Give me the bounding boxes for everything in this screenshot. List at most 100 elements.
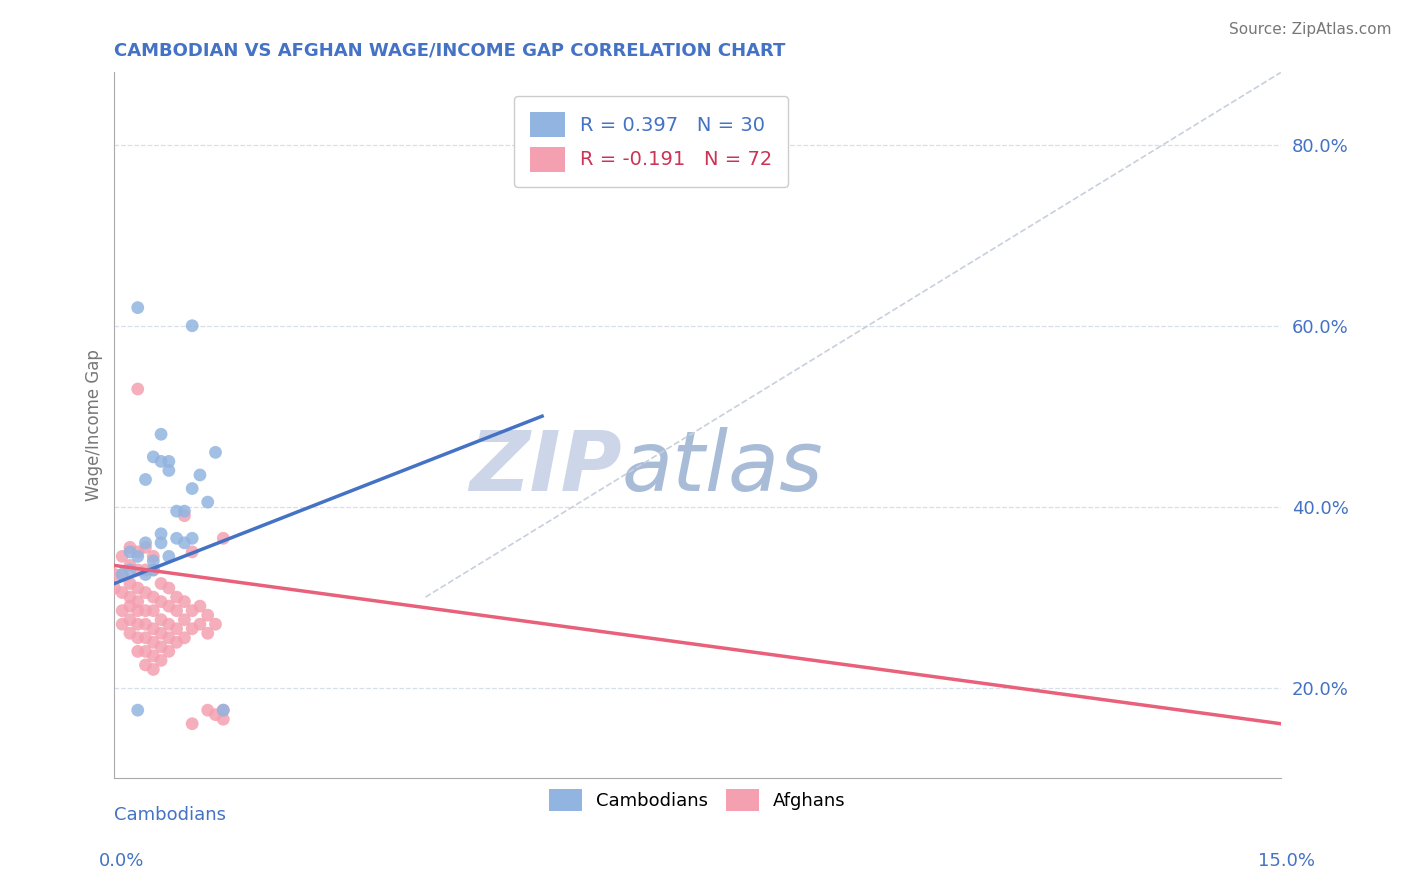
Point [142,648,165,663]
Point [150,594,173,608]
Text: atlas: atlas [621,427,824,508]
Point [181,622,204,636]
Point [204,707,226,722]
Point [166,635,188,649]
Point [111,604,134,618]
Point [142,563,165,577]
Point [173,613,195,627]
Point [150,526,173,541]
Point [111,567,134,582]
Point [212,703,235,717]
Text: Source: ZipAtlas.com: Source: ZipAtlas.com [1229,22,1392,37]
Point [127,301,149,315]
Point [150,613,173,627]
Legend: Cambodians, Afghans: Cambodians, Afghans [543,782,853,818]
Point [142,590,165,604]
Point [188,617,211,632]
Point [118,541,141,555]
Point [204,445,226,459]
Point [173,631,195,645]
Point [181,318,204,333]
Point [103,581,125,595]
Point [127,617,149,632]
Point [118,558,141,573]
Point [150,653,173,667]
Point [212,703,235,717]
Point [173,536,195,550]
Point [157,454,180,468]
Point [127,604,149,618]
Point [127,644,149,658]
Point [134,617,156,632]
Point [134,536,156,550]
Point [111,549,134,564]
Point [142,604,165,618]
Text: ZIP: ZIP [470,427,621,508]
Point [212,712,235,726]
Point [134,644,156,658]
Point [181,604,204,618]
Point [134,604,156,618]
Point [111,617,134,632]
Text: Cambodians: Cambodians [114,806,226,824]
Point [150,427,173,442]
Point [134,541,156,555]
Point [118,626,141,640]
Point [127,549,149,564]
Point [166,622,188,636]
Point [157,644,180,658]
Point [142,635,165,649]
Point [166,504,188,518]
Point [118,613,141,627]
Point [134,473,156,487]
Point [212,531,235,545]
Text: 0.0%: 0.0% [98,852,143,870]
Point [166,590,188,604]
Point [197,703,219,717]
Point [166,604,188,618]
Point [127,581,149,595]
Text: CAMBODIAN VS AFGHAN WAGE/INCOME GAP CORRELATION CHART: CAMBODIAN VS AFGHAN WAGE/INCOME GAP CORR… [114,42,786,60]
Point [181,531,204,545]
Point [197,495,219,509]
Point [134,563,156,577]
Point [127,563,149,577]
Point [181,482,204,496]
Point [111,585,134,599]
Point [103,567,125,582]
Point [150,640,173,654]
Point [204,617,226,632]
Point [142,563,165,577]
Point [127,382,149,396]
Point [157,581,180,595]
Point [197,608,219,623]
Point [142,554,165,568]
Point [173,508,195,523]
Point [118,545,141,559]
Point [166,531,188,545]
Point [118,590,141,604]
Point [134,657,156,672]
Point [142,549,165,564]
Point [181,545,204,559]
Point [127,631,149,645]
Point [150,536,173,550]
Point [142,663,165,677]
Point [134,631,156,645]
Y-axis label: Wage/Income Gap: Wage/Income Gap [86,350,103,501]
Text: 15.0%: 15.0% [1257,852,1315,870]
Point [142,450,165,464]
Point [150,454,173,468]
Point [157,617,180,632]
Point [173,504,195,518]
Point [157,599,180,614]
Point [127,703,149,717]
Point [188,467,211,482]
Point [118,599,141,614]
Point [173,594,195,608]
Point [127,594,149,608]
Point [134,585,156,599]
Point [142,622,165,636]
Point [157,549,180,564]
Point [150,626,173,640]
